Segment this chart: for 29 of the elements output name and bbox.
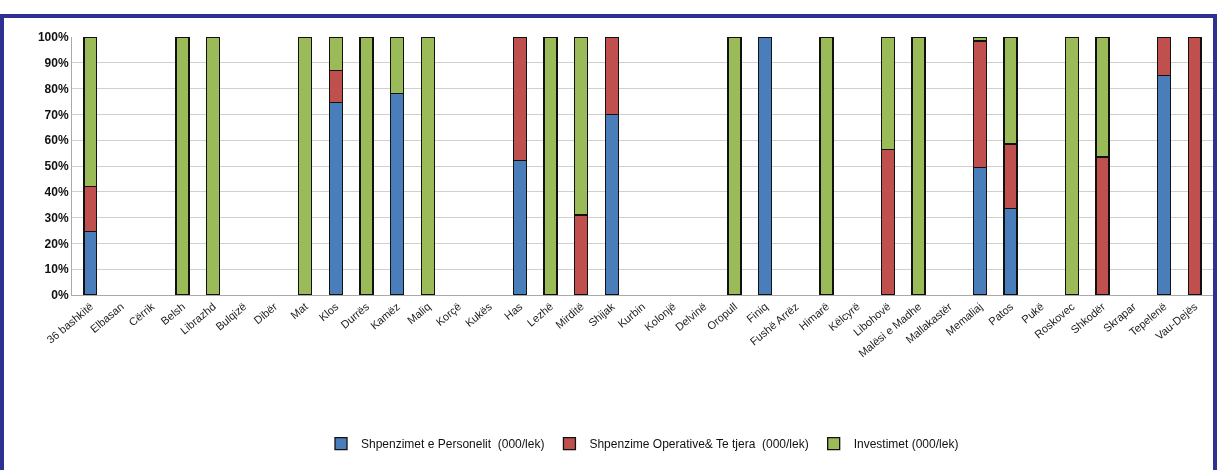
- y-tick-label: 40%: [44, 185, 69, 199]
- y-tick-label: 100%: [37, 30, 69, 45]
- bar: [206, 37, 221, 295]
- y-tick-label: 20%: [44, 236, 69, 251]
- bar: [727, 37, 742, 295]
- legend-label: Shpenzimet e Personelit (000/lek): [361, 437, 545, 452]
- bar: [911, 37, 926, 295]
- y-tick-label: 70%: [44, 107, 69, 122]
- y-tick-label: 60%: [44, 133, 69, 148]
- x-tick-label: Klos: [316, 299, 341, 324]
- x-tick-label: Has: [501, 299, 526, 323]
- y-tick-label: 80%: [44, 81, 69, 96]
- bar: [1064, 37, 1079, 295]
- bar: [175, 37, 190, 295]
- y-tick-label: 10%: [44, 262, 69, 277]
- bar: [543, 37, 558, 295]
- y-tick-label: 0%: [51, 288, 69, 303]
- bar: [758, 37, 773, 295]
- legend-label: Investimet (000/lek): [853, 437, 959, 452]
- bar: [1187, 37, 1202, 295]
- bar: [819, 37, 834, 295]
- x-tick-label: Mat: [288, 300, 310, 322]
- legend-label: Shpenzime Operative& Te tjera (000/lek): [589, 437, 809, 452]
- bar: [359, 37, 374, 295]
- bar: [298, 37, 313, 295]
- y-tick-label: 50%: [44, 159, 69, 174]
- y-tick-label: 30%: [44, 210, 69, 225]
- bar: [420, 37, 435, 295]
- y-tick-label: 90%: [44, 56, 69, 70]
